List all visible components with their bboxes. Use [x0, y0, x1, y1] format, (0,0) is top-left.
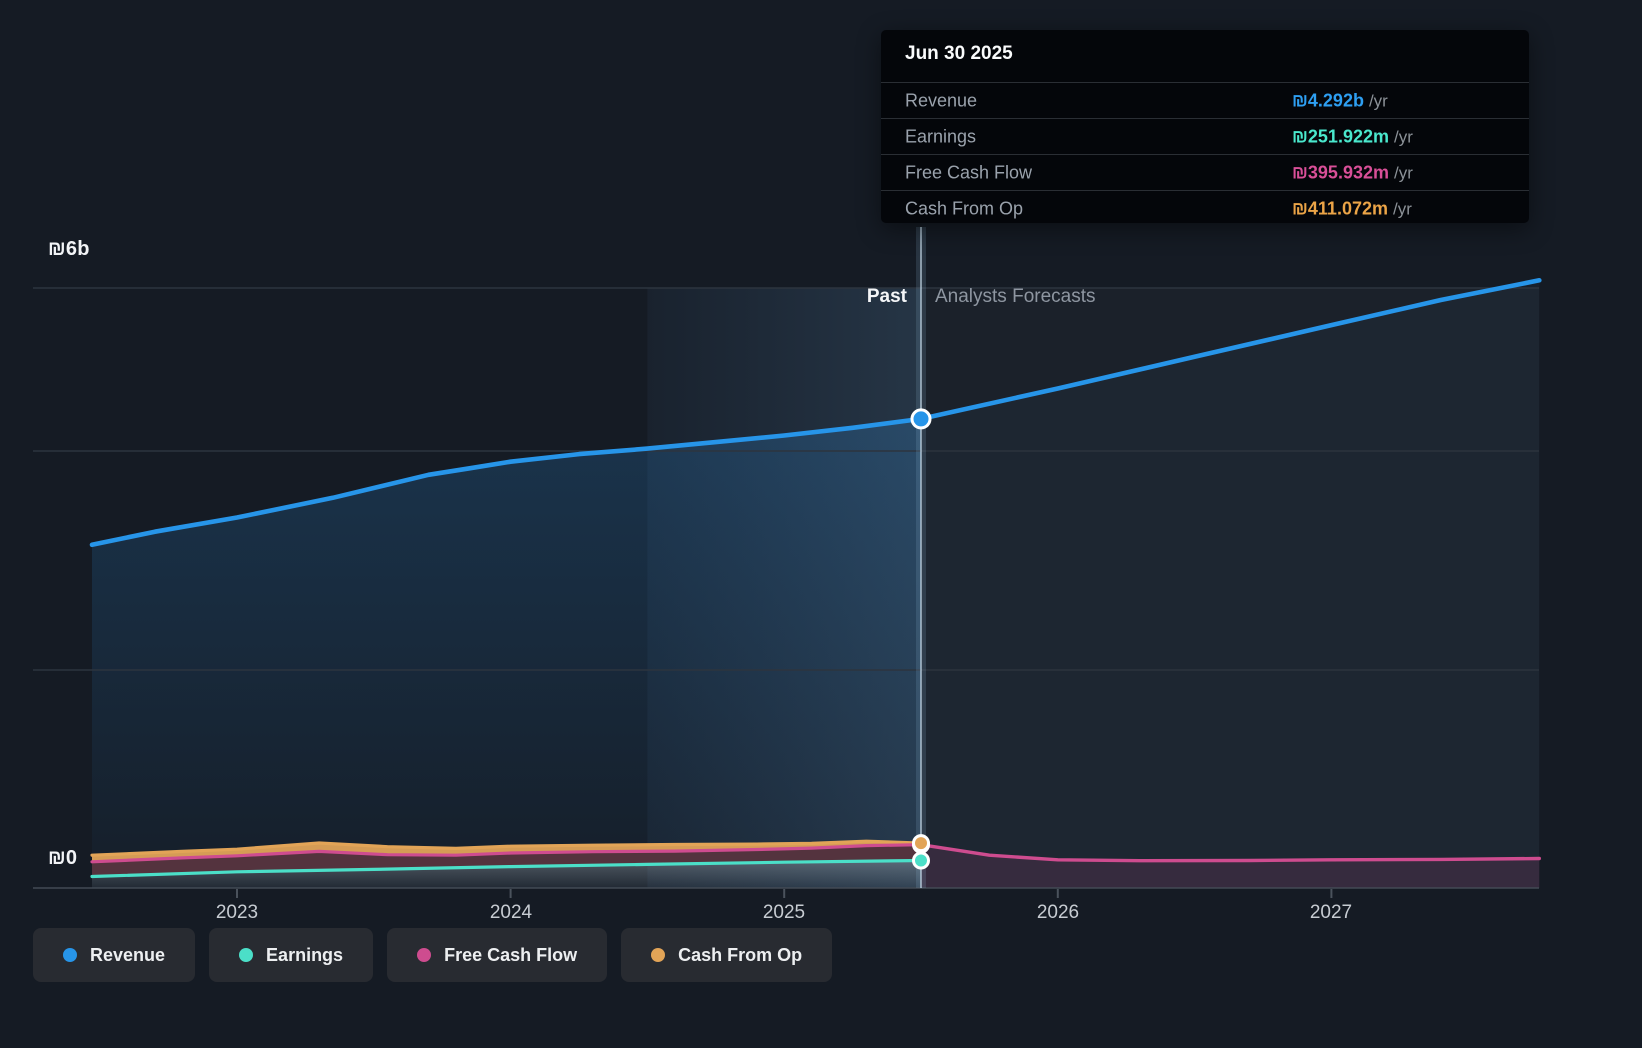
x-axis-label-2023: 2023: [215, 902, 259, 923]
chart-tooltip: Jun 30 2025 Revenue ₪4.292b/yr Earnings …: [881, 30, 1529, 223]
tooltip-row-free-cash-flow: Free Cash Flow ₪395.932m/yr: [881, 154, 1529, 190]
revenue-series-dot-icon: [63, 948, 77, 962]
x-axis-label-2027: 2027: [1309, 902, 1353, 923]
tooltip-row-earnings: Earnings ₪251.922m/yr: [881, 118, 1529, 154]
tooltip-row-value-3: ₪411.072m/yr: [1292, 198, 1412, 218]
legend-item-revenue[interactable]: Revenue: [33, 928, 196, 982]
tooltip-row-cash-from-op: Cash From Op ₪411.072m/yr: [881, 190, 1529, 226]
tooltip-row-value-1: ₪251.922m/yr: [1292, 126, 1413, 146]
tooltip-label: Free Cash Flow: [905, 162, 1033, 182]
x-axis-label-2025: 2025: [762, 902, 806, 923]
tooltip-suffix: /yr: [1393, 163, 1413, 182]
tooltip-row-revenue: Revenue ₪4.292b/yr: [881, 82, 1529, 118]
tooltip-suffix: /yr: [1393, 199, 1412, 218]
legend-label: Earnings: [266, 944, 344, 965]
y-axis-label-6b: ₪6b: [48, 238, 90, 260]
cash-from-op-series-dot-icon: [651, 948, 666, 962]
legend-label: Revenue: [90, 944, 166, 965]
chart-legend: Revenue Earnings Free Cash Flow Cash Fro…: [33, 928, 833, 982]
legend-label: Free Cash Flow: [444, 944, 578, 965]
legend-label: Cash From Op: [678, 944, 803, 965]
tooltip-date: Jun 30 2025: [905, 43, 1013, 64]
legend-item-cash-from-op[interactable]: Cash From Op: [621, 928, 833, 982]
free-cash-flow-series-dot-icon: [417, 948, 432, 962]
tooltip-row-value-0: ₪4.292b/yr: [1292, 90, 1388, 110]
earnings-series-dot-icon: [239, 948, 254, 962]
tooltip-label: Cash From Op: [905, 198, 1024, 218]
tooltip-label: Earnings: [905, 126, 977, 146]
tooltip-suffix: /yr: [1368, 91, 1388, 110]
past-section-label: Past: [866, 286, 907, 307]
legend-item-free-cash-flow[interactable]: Free Cash Flow: [387, 928, 608, 982]
legend-item-earnings[interactable]: Earnings: [209, 928, 374, 982]
tooltip-label: Revenue: [905, 90, 978, 110]
analysts-forecasts-section-label: Analysts Forecasts: [935, 286, 1096, 307]
tooltip-row-value-2: ₪395.932m/yr: [1292, 162, 1413, 182]
tooltip-suffix: /yr: [1393, 127, 1413, 146]
x-axis-label-2026: 2026: [1036, 902, 1080, 923]
y-axis-label-0: ₪0: [48, 847, 78, 869]
x-axis-label-2024: 2024: [489, 902, 533, 923]
